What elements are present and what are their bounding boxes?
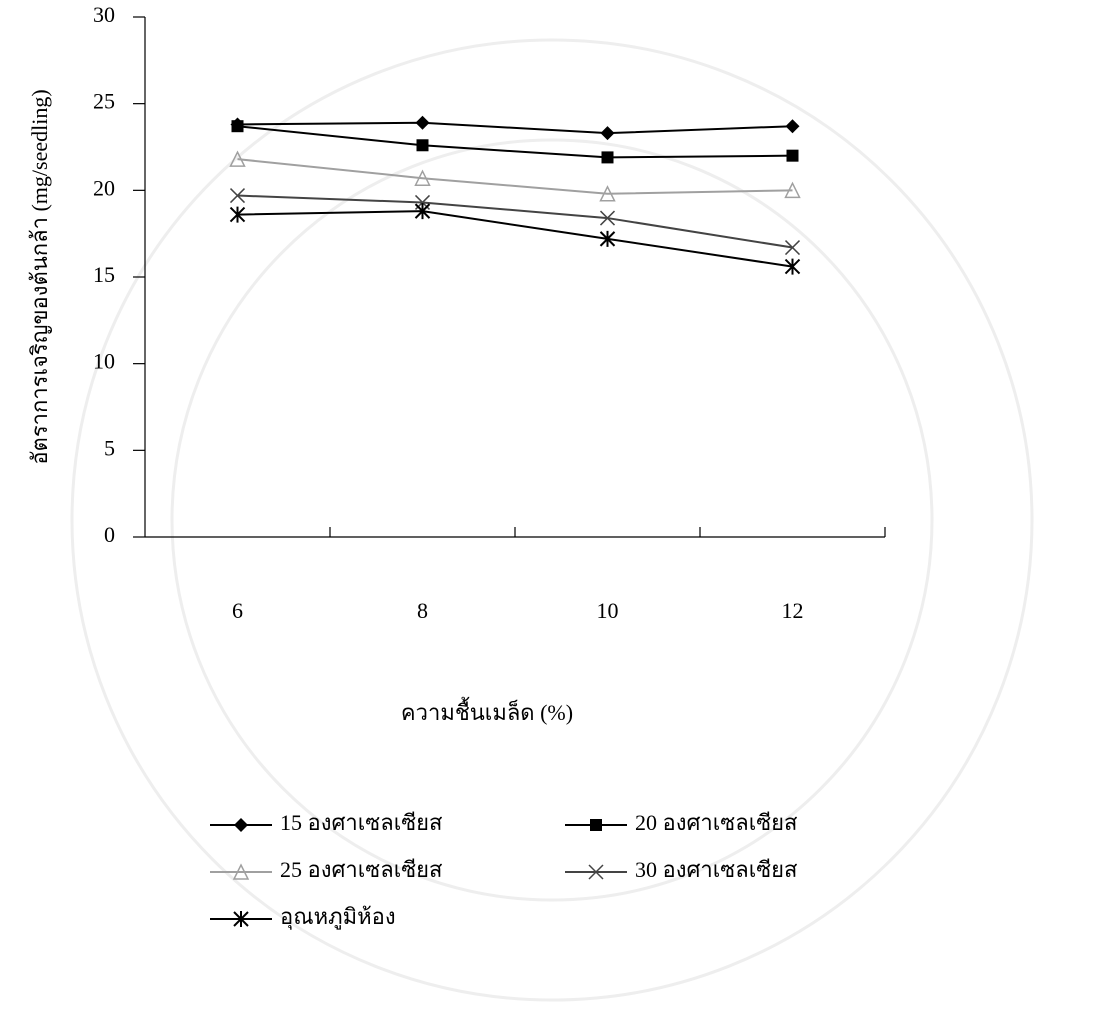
- x-tick-label: 10: [597, 598, 619, 623]
- marker: [234, 818, 248, 832]
- series: [231, 116, 800, 140]
- legend-label: 30 องศาเซลเซียส: [635, 857, 798, 882]
- y-tick-label: 20: [93, 175, 115, 200]
- legend-label: 20 องศาเซลเซียส: [635, 810, 798, 835]
- marker: [601, 126, 615, 140]
- legend-label: อุณหภูมิห้อง: [280, 904, 396, 930]
- x-axis-label: ความชื้นเมล็ด (%): [401, 697, 573, 725]
- marker: [787, 150, 799, 162]
- chart: ความชื้นเมล็ด (%) อัตราการเจริญของต้นกล้…: [0, 0, 1104, 1029]
- legend-label: 15 องศาเซลเซียส: [280, 810, 443, 835]
- marker: [602, 151, 614, 163]
- marker: [786, 119, 800, 133]
- series-line: [238, 196, 793, 248]
- legend-label: 25 องศาเซลเซียส: [280, 857, 443, 882]
- y-tick-label: 15: [93, 262, 115, 287]
- x-tick-label: 12: [782, 598, 804, 623]
- series-line: [238, 159, 793, 194]
- x-tick-label: 6: [232, 598, 243, 623]
- series: [231, 203, 800, 274]
- y-tick-label: 30: [93, 2, 115, 27]
- watermark: [72, 40, 1032, 1000]
- marker: [232, 120, 244, 132]
- y-tick-label: 10: [93, 349, 115, 374]
- y-tick-label: 5: [104, 435, 115, 460]
- marker: [417, 139, 429, 151]
- marker: [590, 819, 602, 831]
- series-line: [238, 123, 793, 133]
- x-tick-label: 8: [417, 598, 428, 623]
- y-tick-label: 25: [93, 89, 115, 114]
- y-tick-label: 0: [104, 522, 115, 547]
- y-axis-label: อัตราการเจริญของต้นกล้า (mg/seedling): [27, 89, 52, 464]
- marker: [416, 116, 430, 130]
